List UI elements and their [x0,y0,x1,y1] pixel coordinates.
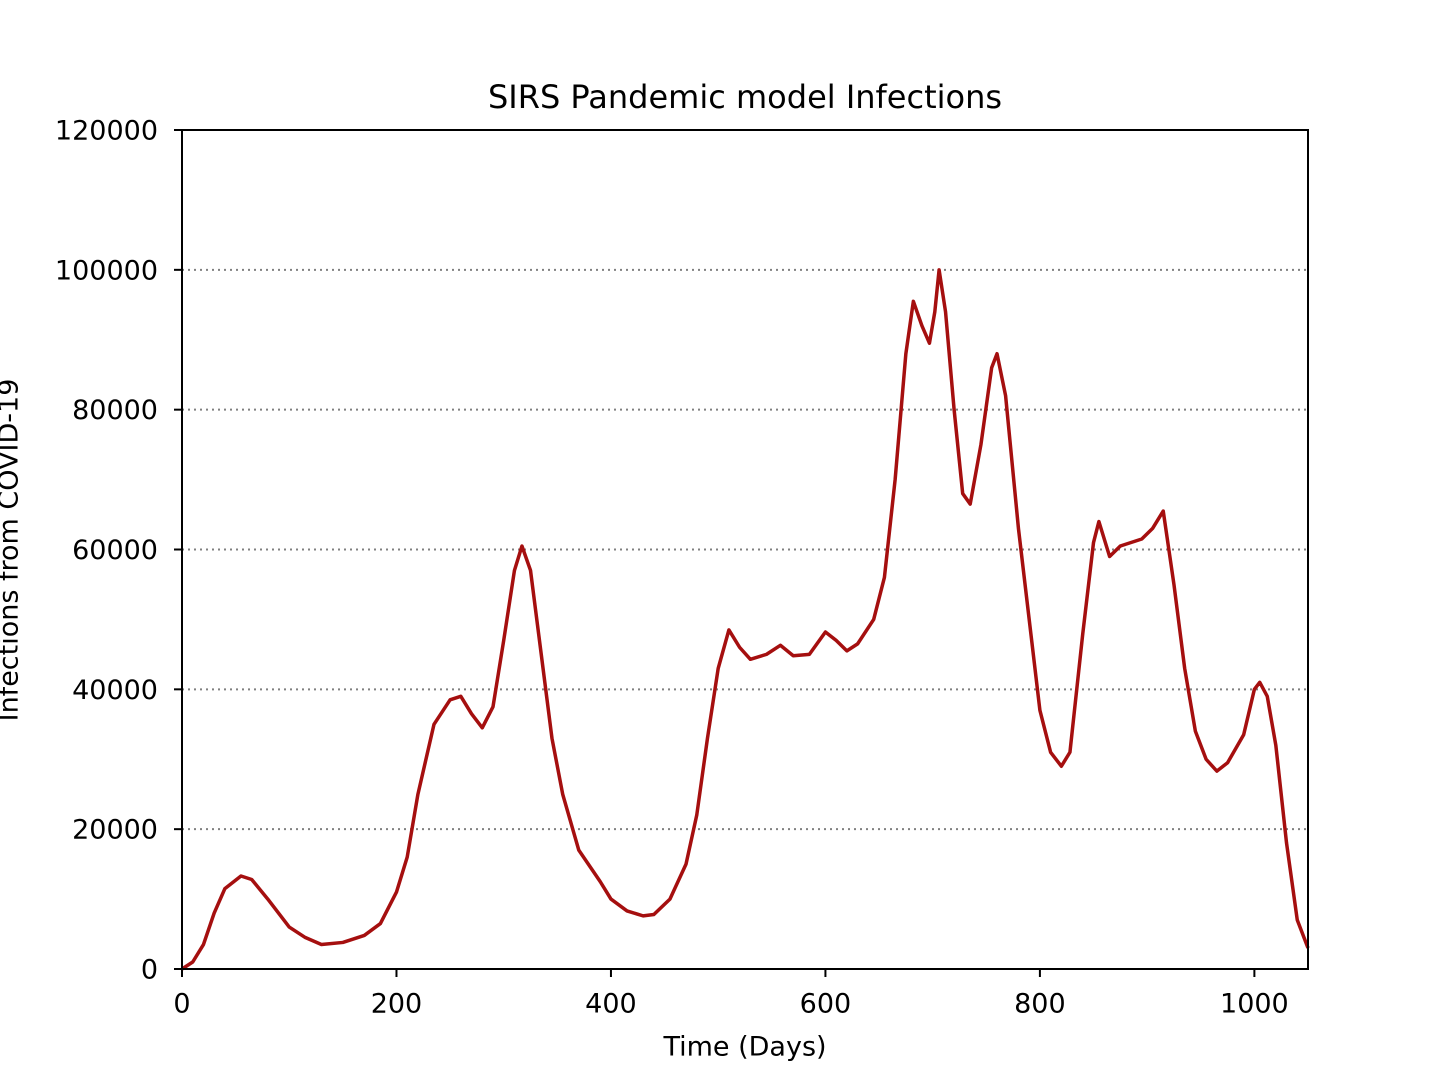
x-tick-label: 1000 [1220,989,1289,1020]
y-tick-label: 40000 [72,675,158,706]
y-tick-label: 100000 [55,255,158,286]
chart-title: SIRS Pandemic model Infections [488,78,1002,116]
x-tick-label: 800 [1014,989,1066,1020]
y-tick-label: 20000 [72,815,158,846]
x-tick-label: 400 [585,989,637,1020]
y-tick-label: 80000 [72,395,158,426]
x-axis-label: Time (Days) [662,1032,826,1063]
y-tick-label: 120000 [55,116,158,147]
x-tick-label: 600 [800,989,852,1020]
x-tick-label: 200 [371,989,423,1020]
x-tick-label: 0 [173,989,190,1020]
data-line [181,268,1310,971]
y-tick-label: 0 [141,955,158,986]
y-axis-label: Infections from COVID-19 [0,379,25,722]
plot-frame [181,129,1309,970]
y-tick-label: 60000 [72,535,158,566]
